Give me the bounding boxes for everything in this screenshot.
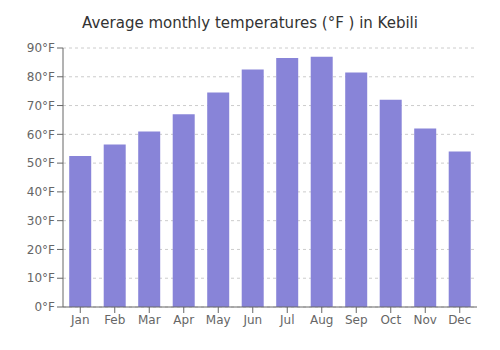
svg-text:70°F: 70°F: [27, 99, 55, 113]
svg-text:May: May: [206, 313, 231, 327]
svg-text:Nov: Nov: [414, 313, 437, 327]
svg-text:Dec: Dec: [448, 313, 471, 327]
svg-text:Feb: Feb: [104, 313, 125, 327]
svg-text:60°F: 60°F: [27, 128, 55, 142]
svg-text:90°F: 90°F: [27, 41, 55, 55]
svg-text:40°F: 40°F: [27, 185, 55, 199]
svg-text:50°F: 50°F: [27, 156, 55, 170]
svg-text:Jun: Jun: [242, 313, 262, 327]
html-text:Average monthly temperatures (: Average monthly temperatures (°F ) in Ke…: [82, 14, 418, 32]
svg-text:Mar: Mar: [138, 313, 161, 327]
svg-text:Oct: Oct: [380, 313, 401, 327]
svg-text:Apr: Apr: [173, 313, 194, 327]
svg-text:80°F: 80°F: [27, 70, 55, 84]
svg-text:20°F: 20°F: [27, 243, 55, 257]
svg-text:10°F: 10°F: [27, 271, 55, 285]
svg-text:Sep: Sep: [345, 313, 368, 327]
svg-text:0°F: 0°F: [34, 300, 55, 314]
svg-text:Jan: Jan: [70, 313, 90, 327]
svg-text:Aug: Aug: [310, 313, 333, 327]
svg-text:30°F: 30°F: [27, 214, 55, 228]
svg-text:Jul: Jul: [279, 313, 294, 327]
